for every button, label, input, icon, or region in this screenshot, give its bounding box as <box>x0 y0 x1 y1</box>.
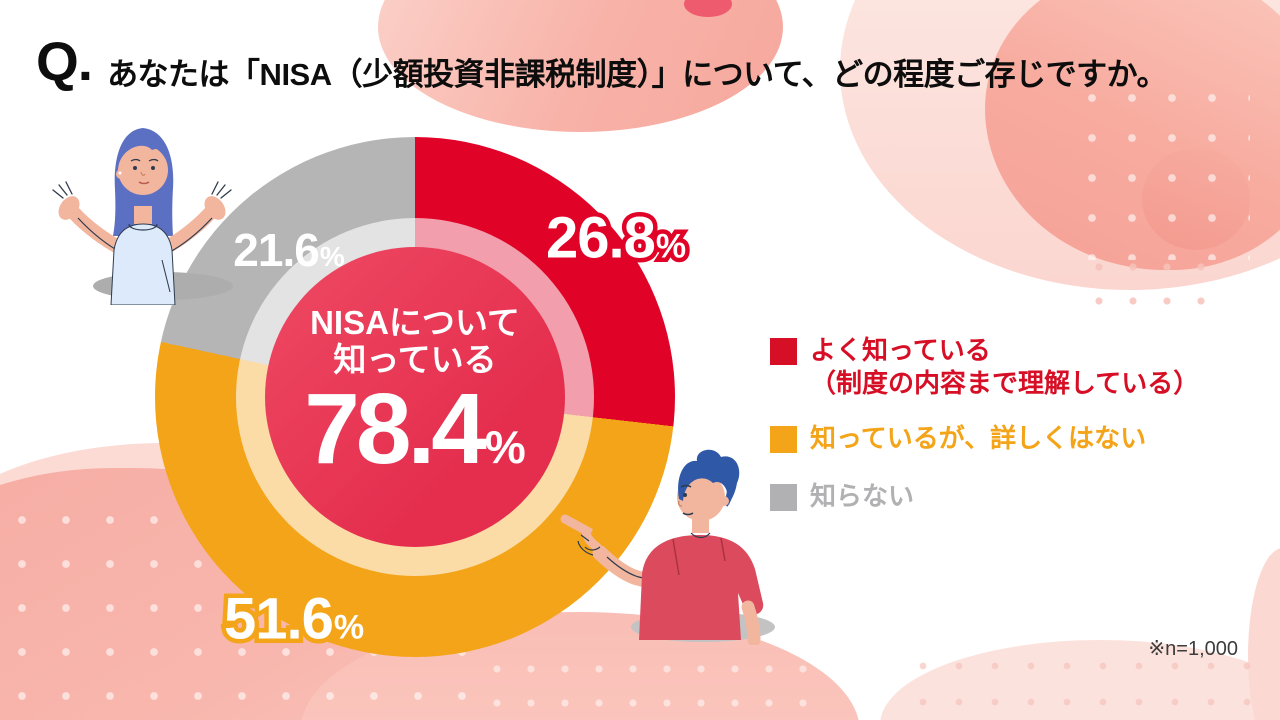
legend-row-shiranai: 知らない <box>770 480 914 513</box>
legend-label: よく知っている （制度の内容まで理解している） <box>810 335 1200 399</box>
center-value: 78.4% <box>304 372 526 485</box>
decor-dots-bottom-mid <box>480 652 820 716</box>
decor-dots-top-right <box>1072 78 1250 260</box>
legend-label: 知っているが、詳しくはない <box>810 423 1147 453</box>
center-label-line1: NISAについて <box>310 304 520 341</box>
legend-swatch-red <box>770 338 797 365</box>
decor-dots-bottom-right <box>905 648 1275 714</box>
decor-red-bump <box>684 0 732 17</box>
slice-label-shiranai: 21.6% <box>233 224 345 276</box>
center-value-unit: % <box>484 420 526 473</box>
question-title: Q. あなたは「NISA（少額投資非課税制度）」について、どの程度ご存じですか。 <box>36 30 1168 94</box>
woman-illustration <box>52 128 233 305</box>
man-illustration <box>560 449 775 645</box>
legend-label: 知らない <box>810 481 915 511</box>
question-prefix: Q. <box>36 30 93 92</box>
legend-row-shitteiru-kuwashikunai: 知っているが、詳しくはない <box>770 422 1146 455</box>
donut-center-label: NISAについて 知っている 78.4% <box>245 247 585 485</box>
donut-center-circle <box>265 247 565 547</box>
legend-row-yoku-shitteiru: よく知っている （制度の内容まで理解している） <box>770 334 1199 400</box>
slice-label-shitteiru-kuwashikunai: 51.6% 51.6% <box>219 582 368 656</box>
slice-label-yoku-shitteiru: 26.8% 26.8% <box>541 201 690 275</box>
question-text: あなたは「NISA（少額投資非課税制度）」について、どの程度ご存じですか。 <box>107 57 1168 92</box>
decor-dots-top-right-2 <box>1082 250 1222 316</box>
center-label-line2: 知っている <box>333 340 497 378</box>
legend-swatch-orange <box>770 426 797 453</box>
legend-swatch-gray <box>770 484 797 511</box>
sample-size-note: ※n=1,000 <box>1148 638 1238 660</box>
